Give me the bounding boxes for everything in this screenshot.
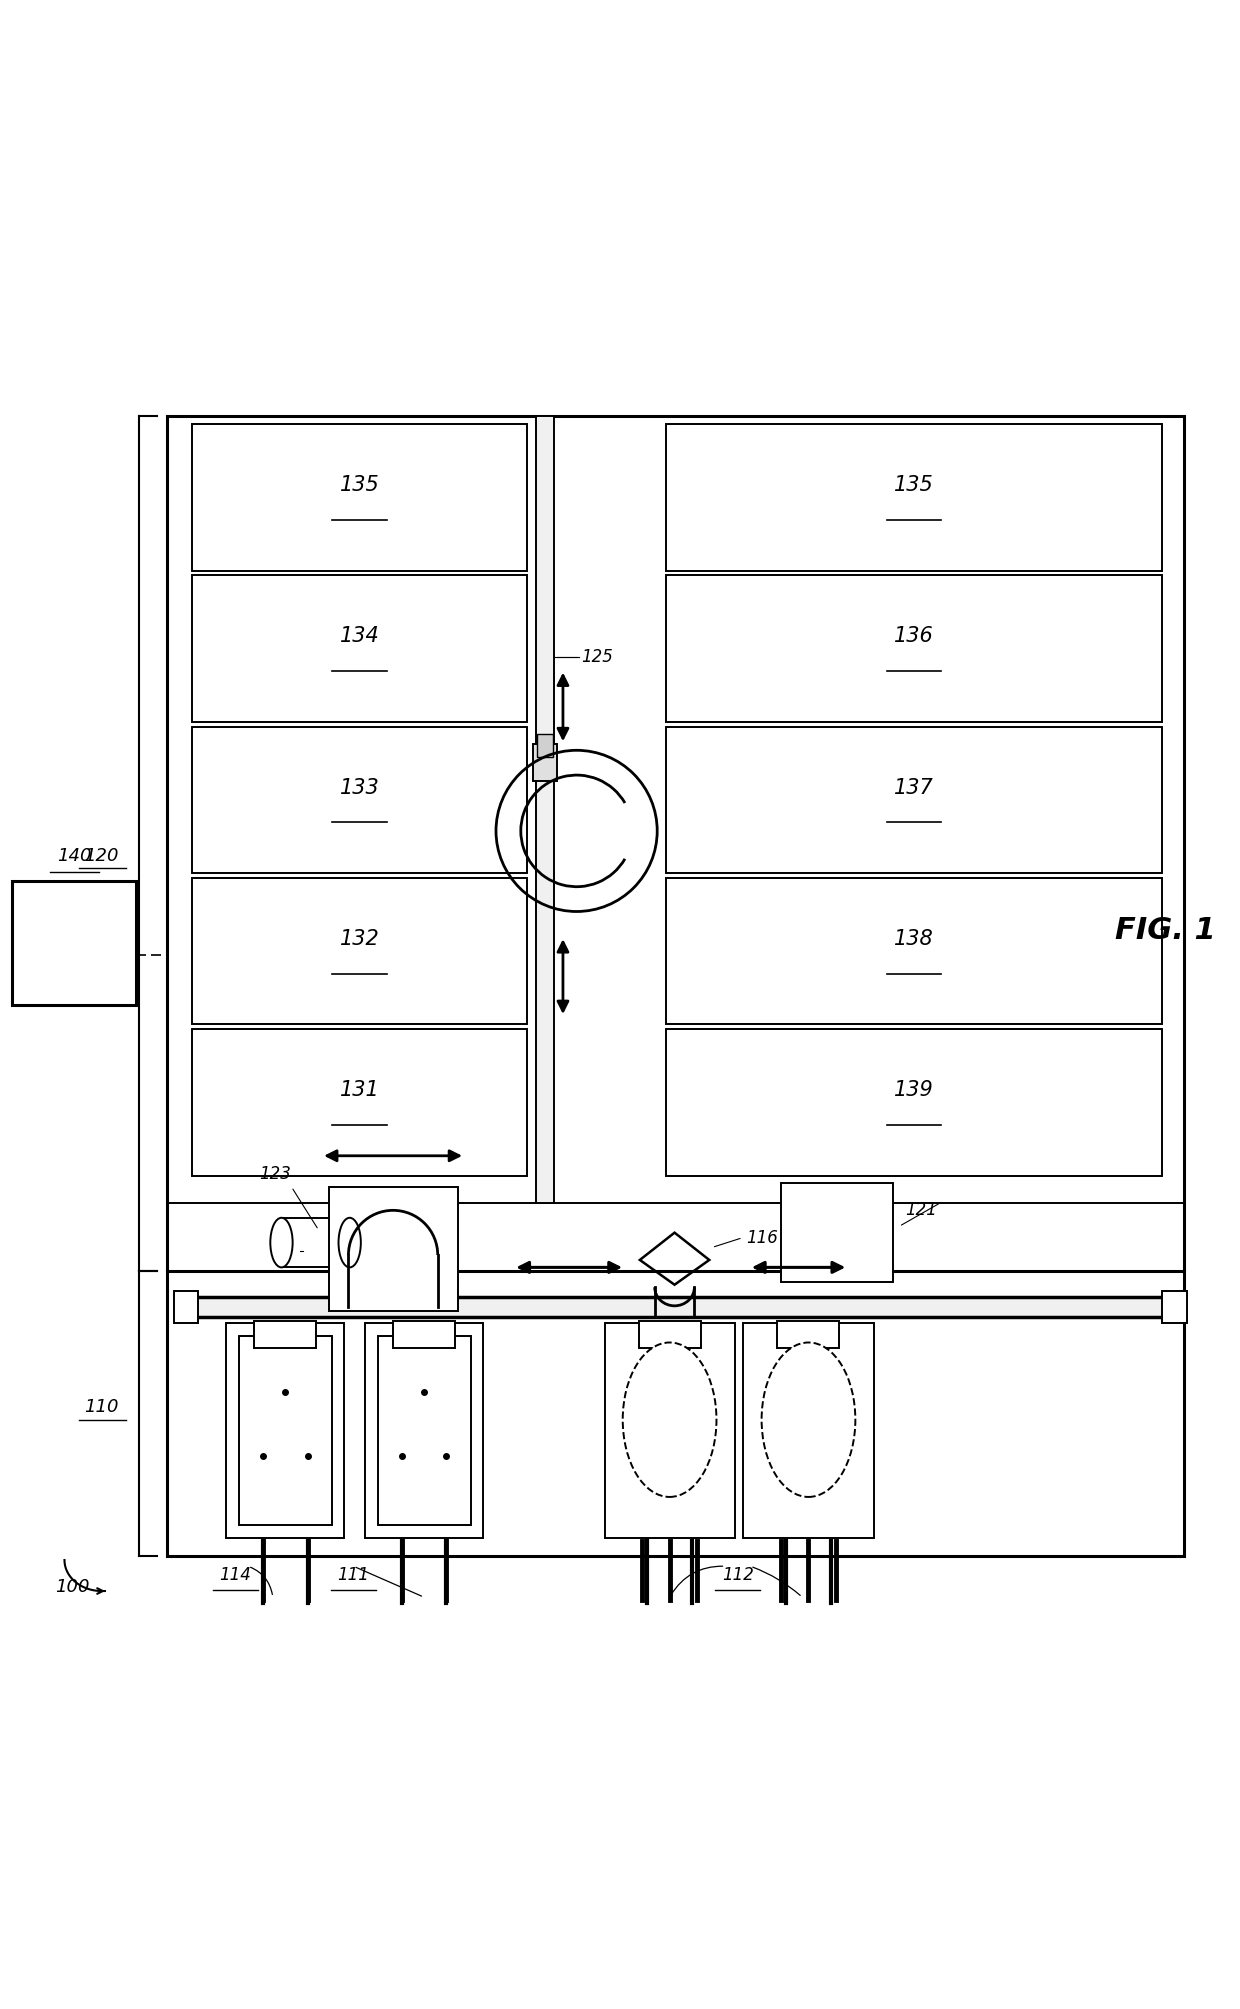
Text: 139: 139 <box>894 1081 934 1101</box>
Text: 131: 131 <box>340 1081 379 1101</box>
Text: FIG. 1: FIG. 1 <box>1115 916 1216 944</box>
Bar <box>378 1336 471 1525</box>
Bar <box>329 1187 458 1310</box>
Bar <box>666 575 1162 721</box>
Bar <box>781 1183 893 1282</box>
Bar <box>605 1324 734 1537</box>
Bar <box>12 880 136 1004</box>
Bar <box>666 878 1162 1025</box>
Text: 125: 125 <box>582 649 614 667</box>
Bar <box>192 727 527 874</box>
Bar <box>666 1029 1162 1175</box>
Bar <box>777 1320 839 1348</box>
Bar <box>536 416 554 1203</box>
Bar <box>192 878 527 1025</box>
Bar <box>226 1324 343 1537</box>
Text: 123: 123 <box>259 1165 291 1183</box>
Bar <box>744 1324 873 1537</box>
Text: 140: 140 <box>57 846 92 864</box>
Ellipse shape <box>339 1217 361 1268</box>
Bar <box>533 743 557 782</box>
Bar <box>174 1292 198 1324</box>
Bar <box>254 1320 316 1348</box>
Bar <box>192 575 527 721</box>
Bar <box>238 1336 332 1525</box>
Bar <box>192 424 527 571</box>
Text: 100: 100 <box>55 1579 89 1597</box>
Bar <box>196 1298 1166 1318</box>
Text: 135: 135 <box>894 474 934 494</box>
Bar <box>639 1320 701 1348</box>
Text: 116: 116 <box>746 1230 779 1248</box>
Bar <box>192 1029 527 1175</box>
Text: 135: 135 <box>340 474 379 494</box>
Ellipse shape <box>622 1342 717 1497</box>
Bar <box>537 733 553 757</box>
Text: 132: 132 <box>340 928 379 948</box>
Bar <box>666 727 1162 874</box>
Ellipse shape <box>761 1342 856 1497</box>
Bar <box>666 424 1162 571</box>
Text: 121: 121 <box>905 1201 937 1219</box>
Bar <box>366 1324 484 1537</box>
Bar <box>281 1217 350 1268</box>
Text: 138: 138 <box>894 928 934 948</box>
Text: 134: 134 <box>340 627 379 647</box>
Text: 114: 114 <box>219 1565 252 1583</box>
Bar <box>167 416 1184 1557</box>
Text: 120: 120 <box>84 846 119 864</box>
Text: 137: 137 <box>894 777 934 798</box>
Text: 111: 111 <box>337 1565 370 1583</box>
Ellipse shape <box>270 1217 293 1268</box>
Text: 136: 136 <box>894 627 934 647</box>
Text: 110: 110 <box>84 1398 119 1416</box>
Text: 112: 112 <box>722 1565 754 1583</box>
Bar <box>393 1320 455 1348</box>
Text: 133: 133 <box>340 777 379 798</box>
Bar <box>1162 1292 1187 1324</box>
